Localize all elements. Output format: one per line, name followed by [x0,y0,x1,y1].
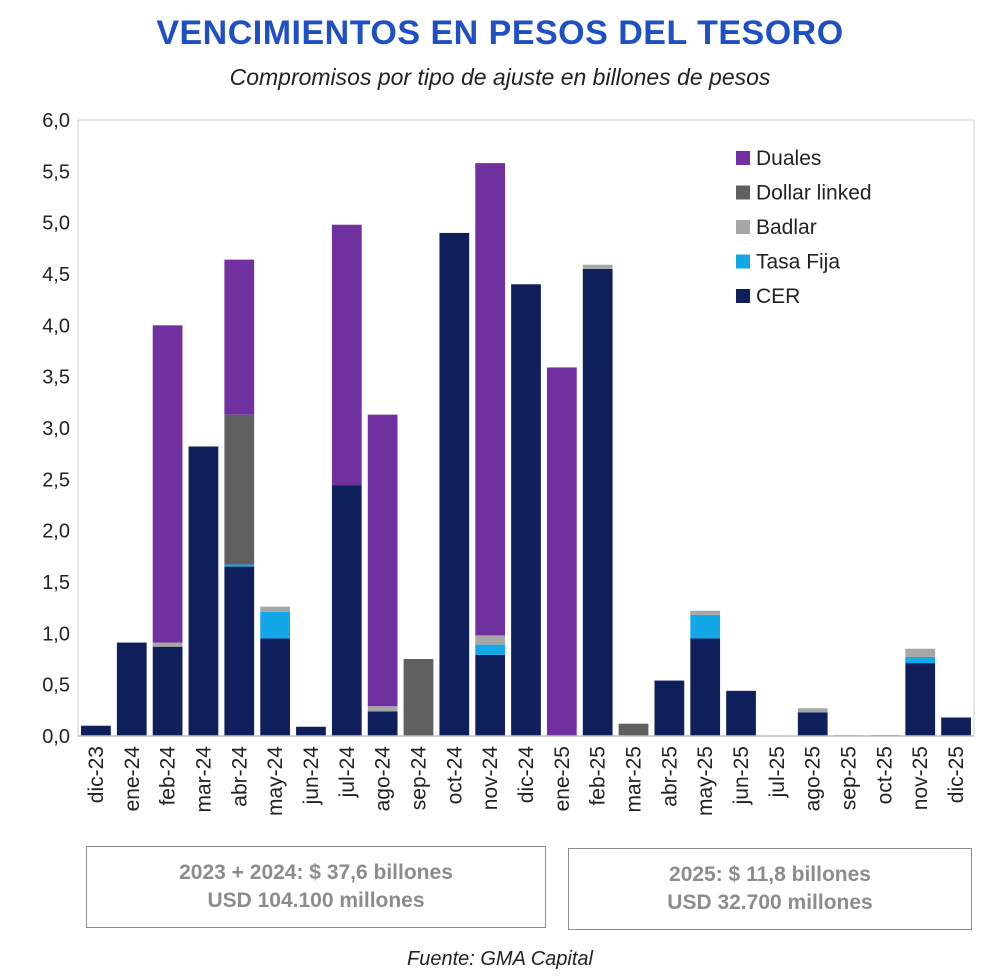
x-tick-label: sep-25 [838,746,861,810]
bar-cer-dic-24 [511,284,541,736]
legend-label-duales: Duales [756,147,821,170]
x-tick-label: ene-25 [551,746,574,811]
bar-duales-ene-25 [546,367,577,736]
x-tick-label: dic-23 [85,746,108,803]
legend-label-badlar: Badlar [756,216,817,239]
bar-duales-feb-24 [152,325,183,643]
bar-cer-feb-25 [582,268,613,736]
legend-swatch-cer [736,289,750,303]
source-note: Fuente: GMA Capital [406,948,593,970]
bar-cer-nov-24 [475,654,506,736]
bar-duales-jul-24 [331,224,362,486]
bar-tasa-fija-abr-24 [224,564,255,567]
legend-swatch-tasa-fija [736,254,750,269]
bar-cer-jun-25 [726,690,756,736]
bar-cer-nov-25 [905,663,936,736]
chart-subtitle: Compromisos por tipo de ajuste en billon… [229,64,771,90]
summary-box-2025-line1: 2025: $ 11,8 billones [669,863,871,886]
x-tick-label: jun-25 [730,746,753,805]
x-tick-label: ago-24 [372,746,395,812]
bar-cer-may-24 [260,638,290,736]
bar-cer-jun-24 [296,726,326,736]
bar-cer-mar-24 [188,446,219,736]
summary-box-2025-line2: USD 32.700 millones [667,891,873,914]
y-tick-label: 1,0 [42,623,70,645]
legend-swatch-duales [736,151,750,165]
summary-box-2023-2024: 2023 + 2024: $ 37,6 billones USD 104.100… [86,846,546,928]
stacked-bar-chart: 0,0 0,5 1,0 1,5 2,0 2,5 3,0 3,5 4,0 4,5 5,0 5,5 6,0 d… [42,110,975,816]
bar-cer-dic-23 [81,725,111,736]
bar-tasa-fija-nov-24 [475,644,506,655]
bar-duales-ago-24 [367,414,398,707]
x-tick-label: dic-24 [515,746,538,804]
bar-cer-abr-24 [224,566,255,736]
y-tick-label: 2,0 [42,521,70,543]
bar-dollar-linked-sep-24 [403,659,434,736]
bar-duales-nov-24 [475,163,506,636]
y-tick-label: 2,5 [42,469,70,491]
x-tick-label: jul-24 [336,746,359,799]
y-tick-label: 1,5 [42,572,70,594]
x-tick-label: feb-24 [157,746,180,806]
x-tick-label: feb-25 [587,746,610,806]
bar-badlar-ago-24 [367,706,398,712]
bar-cer-may-25 [690,638,721,736]
y-tick-label: 5,5 [42,161,70,183]
legend-swatch-dollar-linked [736,185,750,200]
x-tick-label: oct-25 [873,746,896,804]
y-tick-label: 4,0 [42,315,70,337]
x-tick-label: may-24 [264,746,287,816]
legend-swatch-badlar [736,220,750,234]
bar-tasa-fija-may-24 [260,611,290,639]
x-tick-label: abr-25 [658,746,681,807]
x-tick-label: may-25 [694,746,717,816]
bar-badlar-feb-25 [582,264,613,269]
legend-label-cer: CER [756,285,800,308]
y-tick-label: 5,0 [42,213,70,235]
bar-cer-ago-24 [367,711,398,736]
x-tick-label: nov-24 [479,746,502,811]
bar-cer-jul-24 [331,485,362,736]
y-tick-label: 0,0 [42,726,70,748]
bar-badlar-nov-24 [475,635,506,645]
x-tick-label: mar-24 [192,746,215,813]
x-tick-label: jun-24 [300,746,323,806]
x-tick-label: jul-25 [766,746,789,798]
x-tick-label: abr-24 [228,746,251,807]
bar-tasa-fija-nov-25 [905,656,936,664]
x-tick-label: sep-24 [407,746,430,811]
x-tick-label: dic-25 [945,746,968,803]
bar-dollar-linked-abr-24 [224,414,255,565]
y-tick-label: 6,0 [42,110,70,132]
legend-label-dollar-linked: Dollar linked [756,182,872,205]
bar-cer-feb-24 [152,646,183,736]
x-tick-label: nov-25 [909,746,932,810]
bar-cer-ene-24 [116,642,147,736]
bar-cer-dic-25 [941,717,971,736]
summary-box-2025: 2025: $ 11,8 billones USD 32.700 millone… [568,848,972,930]
summary-box-2023-2024-line1: 2023 + 2024: $ 37,6 billones [179,861,453,884]
bar-cer-ago-25 [797,712,828,736]
y-tick-label: 3,5 [42,367,70,389]
chart-title: VENCIMIENTOS EN PESOS DEL TESORO [156,14,844,52]
x-tick-label: ago-25 [802,746,825,811]
y-tick-label: 4,5 [42,264,70,286]
bar-badlar-nov-25 [905,648,936,657]
legend-label-tasa-fija: Tasa Fija [756,251,840,274]
bar-tasa-fija-may-25 [690,614,721,639]
bar-badlar-feb-24 [152,642,183,647]
bar-cer-oct-24 [439,232,470,736]
bar-badlar-may-25 [690,610,721,615]
bar-cer-abr-25 [654,680,685,736]
x-tick-label: mar-25 [623,746,646,813]
x-tick-label: ene-24 [121,746,144,812]
summary-box-2023-2024-line2: USD 104.100 millones [207,889,425,912]
bar-dollar-linked-mar-25 [618,723,649,736]
bar-duales-abr-24 [224,259,255,415]
bar-badlar-ago-25 [797,708,828,713]
y-tick-label: 0,5 [42,675,70,697]
bar-badlar-may-24 [260,606,290,612]
y-tick-label: 3,0 [42,418,70,440]
x-tick-label: oct-24 [443,746,466,805]
